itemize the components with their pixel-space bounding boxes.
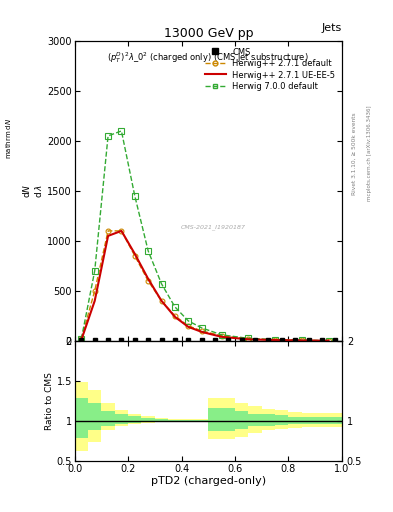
Text: $\mathrm{mathrm\,d}\,N$: $\mathrm{mathrm\,d}\,N$ xyxy=(4,117,13,159)
Text: CMS-2021_I1920187: CMS-2021_I1920187 xyxy=(181,224,246,230)
Text: $(p_T^D)^2\lambda\_0^2$ (charged only) (CMS jet substructure): $(p_T^D)^2\lambda\_0^2$ (charged only) (… xyxy=(107,50,309,65)
Legend: CMS, Herwig++ 2.7.1 default, Herwig++ 2.7.1 UE-EE-5, Herwig 7.0.0 default: CMS, Herwig++ 2.7.1 default, Herwig++ 2.… xyxy=(202,45,338,94)
Text: Jets: Jets xyxy=(321,23,342,33)
X-axis label: pTD2 (charged-only): pTD2 (charged-only) xyxy=(151,476,266,486)
Y-axis label: $\mathrm{d}N$
$\mathrm{d}\,\lambda$: $\mathrm{d}N$ $\mathrm{d}\,\lambda$ xyxy=(20,184,44,198)
Text: Rivet 3.1.10, ≥ 500k events: Rivet 3.1.10, ≥ 500k events xyxy=(352,112,357,195)
Text: mcplots.cern.ch [arXiv:1306.3436]: mcplots.cern.ch [arXiv:1306.3436] xyxy=(367,106,373,201)
Y-axis label: Ratio to CMS: Ratio to CMS xyxy=(45,372,54,430)
Title: 13000 GeV pp: 13000 GeV pp xyxy=(163,27,253,40)
